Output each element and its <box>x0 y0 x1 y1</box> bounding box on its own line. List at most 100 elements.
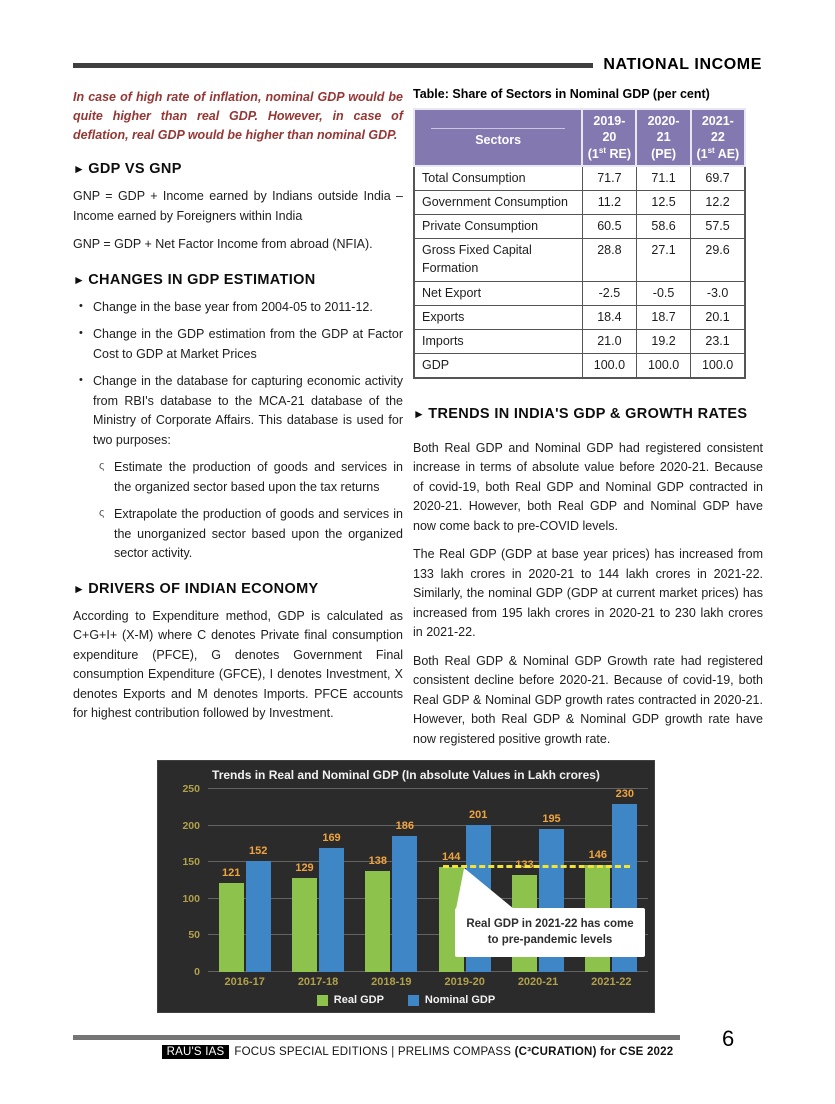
bullet-icon: • <box>79 327 83 340</box>
sector-value-cell: 21.0 <box>581 328 637 354</box>
table-row: Imports 21.0 19.2 23.1 <box>413 328 746 354</box>
y-axis-tick-label: 50 <box>188 929 200 942</box>
table-title: Table: Share of Sectors in Nominal GDP (… <box>413 87 710 101</box>
section-arrow-icon: ► <box>413 407 426 422</box>
table-row: GDP 100.0 100.0 100.0 <box>413 352 746 379</box>
sector-name-cell: Net Export <box>413 280 583 306</box>
bar-value-label: 201 <box>468 808 488 821</box>
chart-legend: Real GDP Nominal GDP <box>158 994 654 1006</box>
list-item: • Change in the database for capturing ec… <box>73 372 403 450</box>
sector-value-cell: 23.1 <box>690 328 746 354</box>
trends-paragraph-2: The Real GDP (GDP at base year prices) h… <box>413 547 763 640</box>
sector-value-cell: -2.5 <box>581 280 637 306</box>
x-axis-tick-label: 2021-22 <box>591 976 632 988</box>
sector-value-cell: -3.0 <box>690 280 746 306</box>
table-row: Total Consumption 71.7 71.1 69.7 <box>413 165 746 192</box>
trends-paragraph-1: Both Real GDP and Nominal GDP had regist… <box>413 440 763 533</box>
x-axis-tick-label: 2016-17 <box>224 976 265 988</box>
gridline <box>208 897 648 899</box>
sector-value-cell: 58.6 <box>635 214 692 240</box>
y-axis-tick-label: 200 <box>182 819 200 832</box>
x-axis-tick-label: 2018-19 <box>371 976 412 988</box>
sector-value-cell: 71.7 <box>581 165 637 192</box>
sector-value-cell: 57.5 <box>690 214 746 240</box>
sector-value-cell: 12.5 <box>635 190 692 216</box>
chart-xaxis: 2016-17 2017-18 2018-19 2019-20 2020-21 2021-… <box>208 976 648 992</box>
gridline <box>208 788 648 789</box>
sector-value-cell: 18.7 <box>635 304 692 330</box>
changes-bullet-list: • Change in the base year from 2004-05 to… <box>73 298 403 564</box>
bullet-icon: • <box>79 299 83 312</box>
x-axis-tick-label: 2020-21 <box>517 976 559 988</box>
legend-item: Real GDP <box>316 994 384 1006</box>
sub-list-item: ς Estimate the production of goods and se… <box>73 458 403 497</box>
drivers-paragraph: According to Expenditure method, GDP is … <box>73 608 403 721</box>
sector-value-cell: 100.0 <box>581 352 637 379</box>
sector-value-cell: 28.8 <box>581 238 637 282</box>
footer-series-label: FOCUS SPECIAL EDITIONS | PRELIMS COMPASS <box>234 1046 515 1058</box>
sector-name-cell: Total Consumption <box>413 165 583 192</box>
chart-title: Trends in Real and Nominal GDP (In absol… <box>212 768 600 782</box>
bar-value-label: 129 <box>295 861 314 874</box>
bar-value-label: 195 <box>542 813 561 826</box>
y-axis-tick-label: 0 <box>194 966 200 978</box>
y-axis-tick-label: 150 <box>182 856 200 869</box>
sub-bullet-icon: ς <box>99 460 105 473</box>
sector-value-cell: 100.0 <box>635 352 692 379</box>
page-header: NATIONAL INCOME <box>73 56 762 74</box>
sector-value-cell: 19.2 <box>635 328 692 354</box>
bar-value-label: 169 <box>322 832 341 845</box>
sector-value-cell: 71.1 <box>635 165 692 192</box>
gnp-formula-1: GNP = GDP + Income earned by Indians out… <box>73 189 403 223</box>
legend-label: Nominal GDP <box>424 994 496 1006</box>
table-header-2020-21: 2020-21 (PE) <box>635 108 692 167</box>
bar-value-label: 138 <box>368 854 388 867</box>
bar-group: 121 152 <box>218 845 271 972</box>
bar-group: 129 169 <box>292 832 344 972</box>
list-item: • Change in the base year from 2004-05 to… <box>73 298 403 318</box>
bar-nominal-gdp: 169 <box>319 832 344 972</box>
sector-name-cell: GDP <box>413 352 583 379</box>
left-column: In case of high rate of inflation, nomin… <box>73 85 403 758</box>
bar-nominal-gdp: 152 <box>245 845 271 972</box>
legend-swatch-icon <box>316 994 328 1006</box>
sectors-share-table: Sectors 2019-20 (1st RE) 2020-21 (PE) 20… <box>412 108 747 380</box>
sector-value-cell: 18.4 <box>581 304 637 330</box>
legend-label: Real GDP <box>333 994 384 1006</box>
section-arrow-icon: ► <box>73 162 86 177</box>
sector-name-cell: Imports <box>413 328 583 354</box>
page-number: 6 <box>722 1026 735 1051</box>
gridline <box>208 824 648 826</box>
brand-badge: RAU'S IAS <box>161 1045 230 1059</box>
footer-rule <box>73 1035 680 1040</box>
table-row: Private Consumption 60.5 58.6 57.5 <box>413 214 746 240</box>
bar-value-label: 144 <box>441 850 461 863</box>
table-row: Net Export -2.5 -0.5 -3.0 <box>413 280 746 306</box>
heading-trends-gdp-growth: ► TRENDS IN INDIA'S GDP & GROWTH RATES <box>413 406 748 423</box>
right-column: Table: Share of Sectors in Nominal GDP (… <box>412 85 763 758</box>
list-item: • Change in the GDP estimation from the G… <box>73 325 403 364</box>
gridline <box>208 861 648 863</box>
bar-real-gdp: 121 <box>218 867 244 972</box>
heading-drivers-indian-economy: ► DRIVERS OF INDIAN ECONOMY <box>73 580 319 597</box>
table-header-2019-20: 2019-20 (1st RE) <box>581 108 638 167</box>
sector-value-cell: 100.0 <box>690 352 746 379</box>
table-row: Exports 18.4 18.7 20.1 <box>413 304 746 330</box>
sector-value-cell: 20.1 <box>690 304 746 330</box>
bar-real-gdp: 138 <box>365 855 391 972</box>
gridline <box>208 934 648 936</box>
x-axis-tick-label: 2019-20 <box>444 976 485 988</box>
inflation-note: In case of high rate of inflation, nomin… <box>73 90 403 142</box>
sector-value-cell: 29.6 <box>690 238 746 282</box>
heading-changes-gdp-estimation: ► CHANGES IN GDP ESTIMATION <box>73 271 316 288</box>
bar-value-label: 152 <box>248 844 268 857</box>
bar-nominal-gdp: 186 <box>392 820 418 972</box>
heading-gdp-vs-gnp: ► GDP VS GNP <box>73 161 182 178</box>
gdp-trends-bar-chart: Trends in Real and Nominal GDP (In absol… <box>157 760 655 1013</box>
bullet-icon: • <box>79 374 83 387</box>
sector-name-cell: Private Consumption <box>413 214 583 240</box>
sector-value-cell: 11.2 <box>581 190 637 216</box>
sector-value-cell: -0.5 <box>635 280 692 306</box>
y-axis-tick-label: 250 <box>182 783 200 795</box>
